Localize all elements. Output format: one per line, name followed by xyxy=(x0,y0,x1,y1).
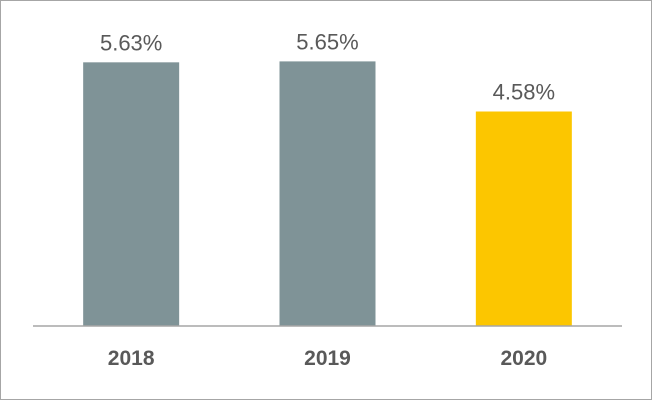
data-label-2019: 5.65% xyxy=(296,29,358,54)
bar-2019 xyxy=(279,61,376,327)
data-labels-group: 5.63% 5.65% 4.58% xyxy=(100,29,555,104)
x-tick-label-2020: 2020 xyxy=(500,347,547,370)
data-label-2018: 5.63% xyxy=(100,30,162,55)
bar-2018 xyxy=(83,62,180,326)
bar-2020 xyxy=(475,111,572,327)
x-tick-labels-group: 2018 2019 2020 xyxy=(108,347,547,370)
data-label-2020: 4.58% xyxy=(493,80,555,105)
x-tick-label-2018: 2018 xyxy=(108,347,155,370)
x-tick-label-2019: 2019 xyxy=(304,347,351,370)
bars-group xyxy=(83,61,572,327)
